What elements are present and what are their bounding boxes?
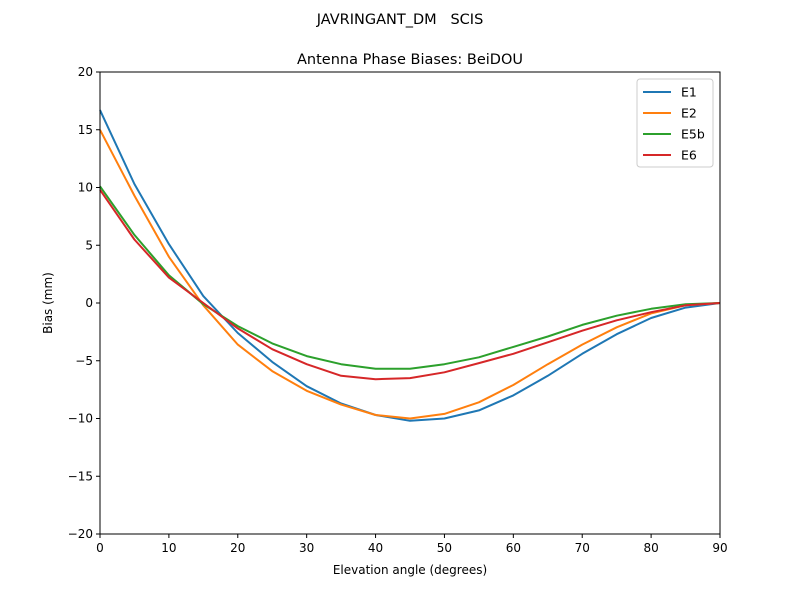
y-tick-label: −10 <box>68 412 93 426</box>
x-tick-label: 30 <box>299 541 314 555</box>
y-tick-label: 20 <box>78 65 93 79</box>
series-line-e6 <box>99 189 721 381</box>
x-axis-label: Elevation angle (degrees) <box>333 563 487 577</box>
x-tick-label: 0 <box>96 541 104 555</box>
legend-label-e6: E6 <box>681 148 697 163</box>
series-line-e2 <box>99 129 721 420</box>
legend-label-e5b: E5b <box>681 127 705 142</box>
y-tick-label: 0 <box>85 296 93 310</box>
y-tick-label: 15 <box>78 123 93 137</box>
y-tick-label: −15 <box>68 469 93 483</box>
x-tick-label: 80 <box>643 541 658 555</box>
y-axis-label: Bias (mm) <box>41 272 55 334</box>
legend-label-e2: E2 <box>681 106 697 121</box>
legend-box <box>636 78 714 168</box>
chart-title: Antenna Phase Biases: BeiDOU <box>297 52 523 68</box>
x-tick-label: 60 <box>506 541 521 555</box>
chart-suptitle: JAVRINGANT_DM SCIS <box>316 12 484 28</box>
y-tick-label: −5 <box>75 354 93 368</box>
plot-area: 0 10 20 30 40 50 60 70 80 90 −20 −15 −10 −5 0 5 10 15 20 <box>68 65 728 555</box>
y-tick-label: 5 <box>85 238 93 252</box>
series-line-e1 <box>99 109 721 422</box>
y-tick-label: 10 <box>78 181 93 195</box>
legend-label-e1: E1 <box>681 85 697 100</box>
legend: E1 E2 E5b E6 <box>636 78 714 168</box>
x-tick-label: 40 <box>368 541 383 555</box>
x-tick-label: 50 <box>437 541 452 555</box>
x-tick-label: 90 <box>712 541 727 555</box>
x-tick-label: 70 <box>575 541 590 555</box>
x-tick-label: 20 <box>230 541 245 555</box>
x-tick-label: 10 <box>161 541 176 555</box>
y-tick-label: −20 <box>68 527 93 541</box>
axes-frame <box>99 71 721 535</box>
series-line-e5b <box>99 185 721 370</box>
